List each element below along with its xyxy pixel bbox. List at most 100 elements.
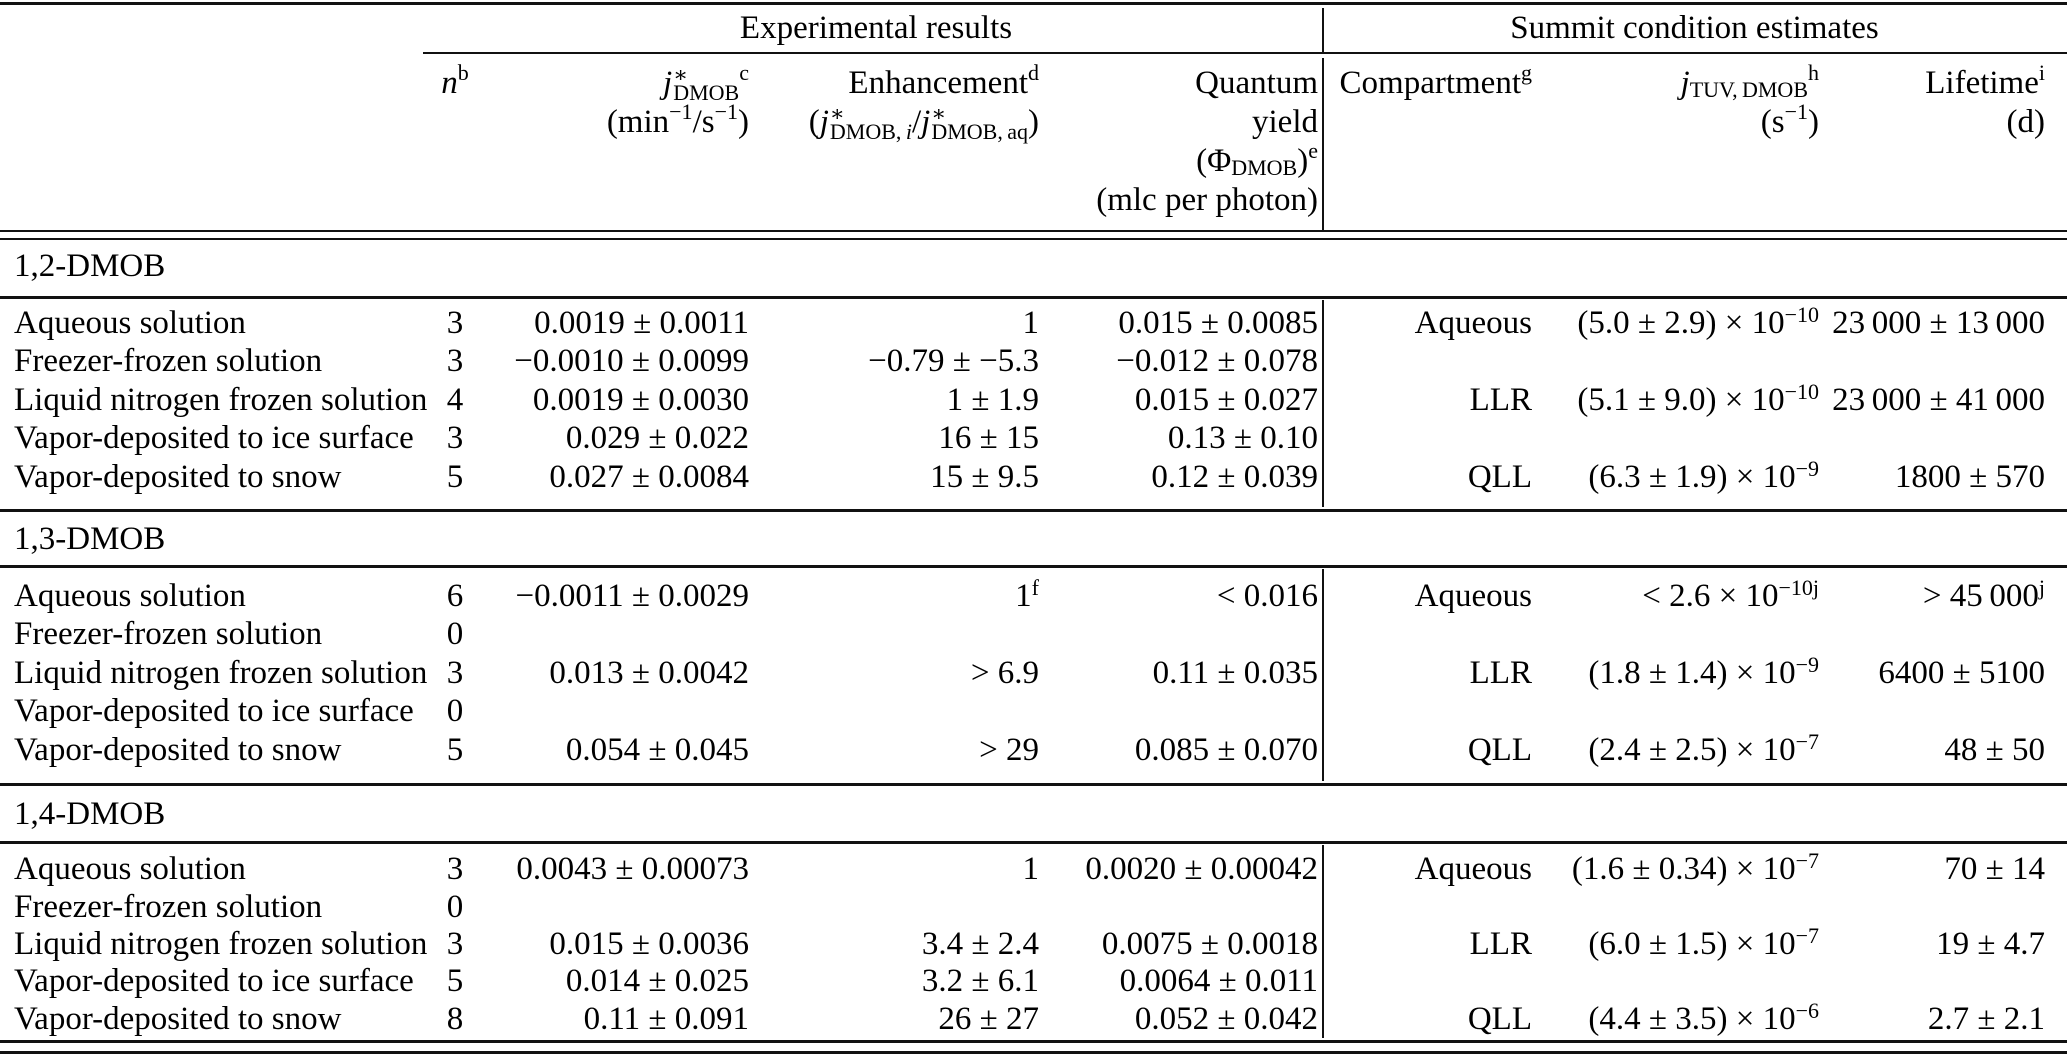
cell-system-label: Vapor-deposited to ice surface [14, 420, 414, 457]
cell-enhancement: 1f [1015, 574, 1039, 614]
exponent: −9 [1795, 651, 1819, 677]
j-symbol: j [663, 65, 673, 101]
cell-quantum-yield: 0.11 ± 0.035 [1152, 654, 1318, 691]
table-row: Freezer-frozen solution 3 −0.0010 ± 0.00… [0, 343, 2067, 382]
table-rule-section1-top [0, 296, 2067, 299]
column-divider-header [1322, 58, 1324, 230]
column-divider-section1 [1322, 300, 1324, 507]
table-row: Vapor-deposited to snow 5 0.027 ± 0.0084… [0, 455, 2067, 497]
table-row: Vapor-deposited to ice surface 0 [0, 693, 2067, 732]
j-symbol: j [1680, 65, 1690, 101]
exponent: −6 [1795, 997, 1819, 1023]
cell-quantum-yield: 0.085 ± 0.070 [1134, 731, 1318, 768]
cell-j-tuv: (4.4 ± 3.5) × 10−6 [1588, 997, 1819, 1037]
cell-system-label: Freezer-frozen solution [14, 616, 323, 653]
table-row: Vapor-deposited to snow 8 0.11 ± 0.091 2… [0, 997, 2067, 1038]
cell-system-label: Vapor-deposited to snow [14, 458, 342, 495]
header-compartment: Compartment g [1339, 59, 1532, 101]
cell-system-label: Freezer-frozen solution [14, 343, 323, 380]
cell-quantum-yield: 0.12 ± 0.039 [1151, 458, 1318, 495]
j-supsub: ∗ DMOB [673, 61, 740, 105]
cell-system-label: Liquid nitrogen frozen solution [14, 925, 428, 962]
quantum-yield-unit: (mlc per photon) [1096, 182, 1318, 218]
table-rule-bottom-double-2 [0, 1051, 2067, 1054]
cell-n: 3 [446, 304, 464, 341]
header-empty [0, 64, 430, 220]
j-symbol: j [819, 104, 829, 140]
group-header-summit: Summit condition estimates [1510, 9, 1879, 46]
cell-quantum-yield: 0.015 ± 0.0085 [1118, 304, 1318, 341]
lifetime-unit: (d) [2006, 104, 2045, 140]
cell-j-dmob: 0.0043 ± 0.00073 [516, 851, 749, 888]
cell-enhancement: 16 ± 15 [938, 420, 1039, 457]
cell-enhancement: 1 ± 1.9 [946, 381, 1039, 418]
cell-j-tuv: (1.6 ± 0.34) × 10−7 [1571, 848, 1819, 888]
j-dmob-unit: (min −1/s −1) [606, 98, 749, 140]
cell-j-dmob: 0.015 ± 0.0036 [549, 925, 749, 962]
cell-lifetime: 23 000 ± 41 000 [1832, 381, 2045, 418]
table-row: Freezer-frozen solution 0 [0, 888, 2067, 925]
table-rule-section3-top [0, 841, 2067, 844]
exponent: −10 [1784, 378, 1819, 404]
cell-lifetime: 48 ± 50 [1944, 731, 2045, 768]
section-rows-12dmob: Aqueous solution 3 0.0019 ± 0.0011 1 0.0… [0, 299, 2067, 497]
cell-j-dmob: −0.0011 ± 0.0029 [515, 577, 750, 614]
cell-j-tuv: (2.4 ± 2.5) × 10−7 [1588, 728, 1819, 768]
cell-lifetime: 23 000 ± 13 000 [1832, 304, 2045, 341]
cell-system-label: Vapor-deposited to snow [14, 731, 342, 768]
j-supsub: ∗ DMOB, aq [931, 100, 1028, 144]
table-rule-header-double-2 [0, 238, 2067, 240]
cell-lifetime: 19 ± 4.7 [1936, 925, 2045, 962]
section-title-12dmob: 1,2-DMOB [14, 247, 166, 284]
table-rule-top [0, 2, 2067, 5]
cell-compartment: LLR [1469, 381, 1532, 418]
cell-j-tuv: (5.0 ± 2.9) × 10−10 [1577, 301, 1819, 341]
table-rule-section2-top [0, 565, 2067, 568]
cell-quantum-yield: 0.0020 ± 0.00042 [1085, 851, 1318, 888]
cell-lifetime: 1800 ± 570 [1894, 458, 2045, 495]
header-j-dmob: j ∗ DMOB c (min −1/s −1) [480, 61, 755, 220]
table-rule-bottom-double-1 [0, 1040, 2067, 1043]
table-row: Liquid nitrogen frozen solution 3 0.013 … [0, 651, 2067, 693]
column-divider-section2 [1322, 569, 1324, 781]
exponent: −10 [1784, 301, 1819, 327]
cell-n: 8 [446, 1000, 464, 1037]
cell-j-dmob: 0.0019 ± 0.0011 [534, 304, 749, 341]
enhancement-formula: (j ∗ DMOB, i / j ∗ DMOB, aq) [808, 100, 1039, 144]
cell-j-dmob: 0.0019 ± 0.0030 [532, 381, 749, 418]
cell-j-dmob: 0.029 ± 0.022 [565, 420, 749, 457]
cell-compartment: LLR [1469, 925, 1532, 962]
exponent: −7 [1795, 922, 1819, 948]
cell-enhancement: 26 ± 27 [938, 1000, 1039, 1037]
cell-enhancement: 15 ± 9.5 [930, 458, 1039, 495]
cell-system-label: Liquid nitrogen frozen solution [14, 654, 428, 691]
table-rule-header-double-1 [0, 230, 2067, 232]
cell-n: 3 [446, 420, 464, 457]
cell-lifetime: 70 ± 14 [1944, 851, 2045, 888]
cell-j-dmob: 0.013 ± 0.0042 [549, 654, 749, 691]
cell-j-dmob: 0.054 ± 0.045 [565, 731, 749, 768]
cell-n: 0 [446, 693, 464, 730]
header-lifetime: Lifetime i (d) [1825, 61, 2067, 220]
cell-quantum-yield: < 0.016 [1216, 577, 1318, 614]
cell-quantum-yield: 0.015 ± 0.027 [1134, 381, 1318, 418]
cell-system-label: Freezer-frozen solution [14, 888, 323, 925]
cell-quantum-yield: 0.052 ± 0.042 [1134, 1000, 1318, 1037]
header-j-tuv: j TUV, DMOB h (s −1) [1540, 61, 1825, 220]
table-row: Vapor-deposited to ice surface 5 0.014 ±… [0, 963, 2067, 1000]
cell-j-tuv: (6.3 ± 1.9) × 10−9 [1588, 455, 1819, 495]
footnote-marker: j [2038, 574, 2045, 600]
cell-j-tuv: (1.8 ± 1.4) × 10−9 [1588, 651, 1819, 691]
section-title-13dmob: 1,3-DMOB [14, 520, 166, 557]
cell-compartment: Aqueous [1414, 577, 1532, 614]
cell-quantum-yield: 0.0064 ± 0.011 [1119, 963, 1318, 1000]
cell-system-label: Aqueous solution [14, 304, 246, 341]
table-rule-under-span-headers [423, 52, 2067, 54]
section-rows-13dmob: Aqueous solution 6 −0.0011 ± 0.0029 1f <… [0, 568, 2067, 770]
cell-n: 4 [446, 381, 464, 418]
footnote-marker: j [1812, 574, 1819, 600]
j-tuv-unit: (s −1) [1760, 98, 1819, 140]
